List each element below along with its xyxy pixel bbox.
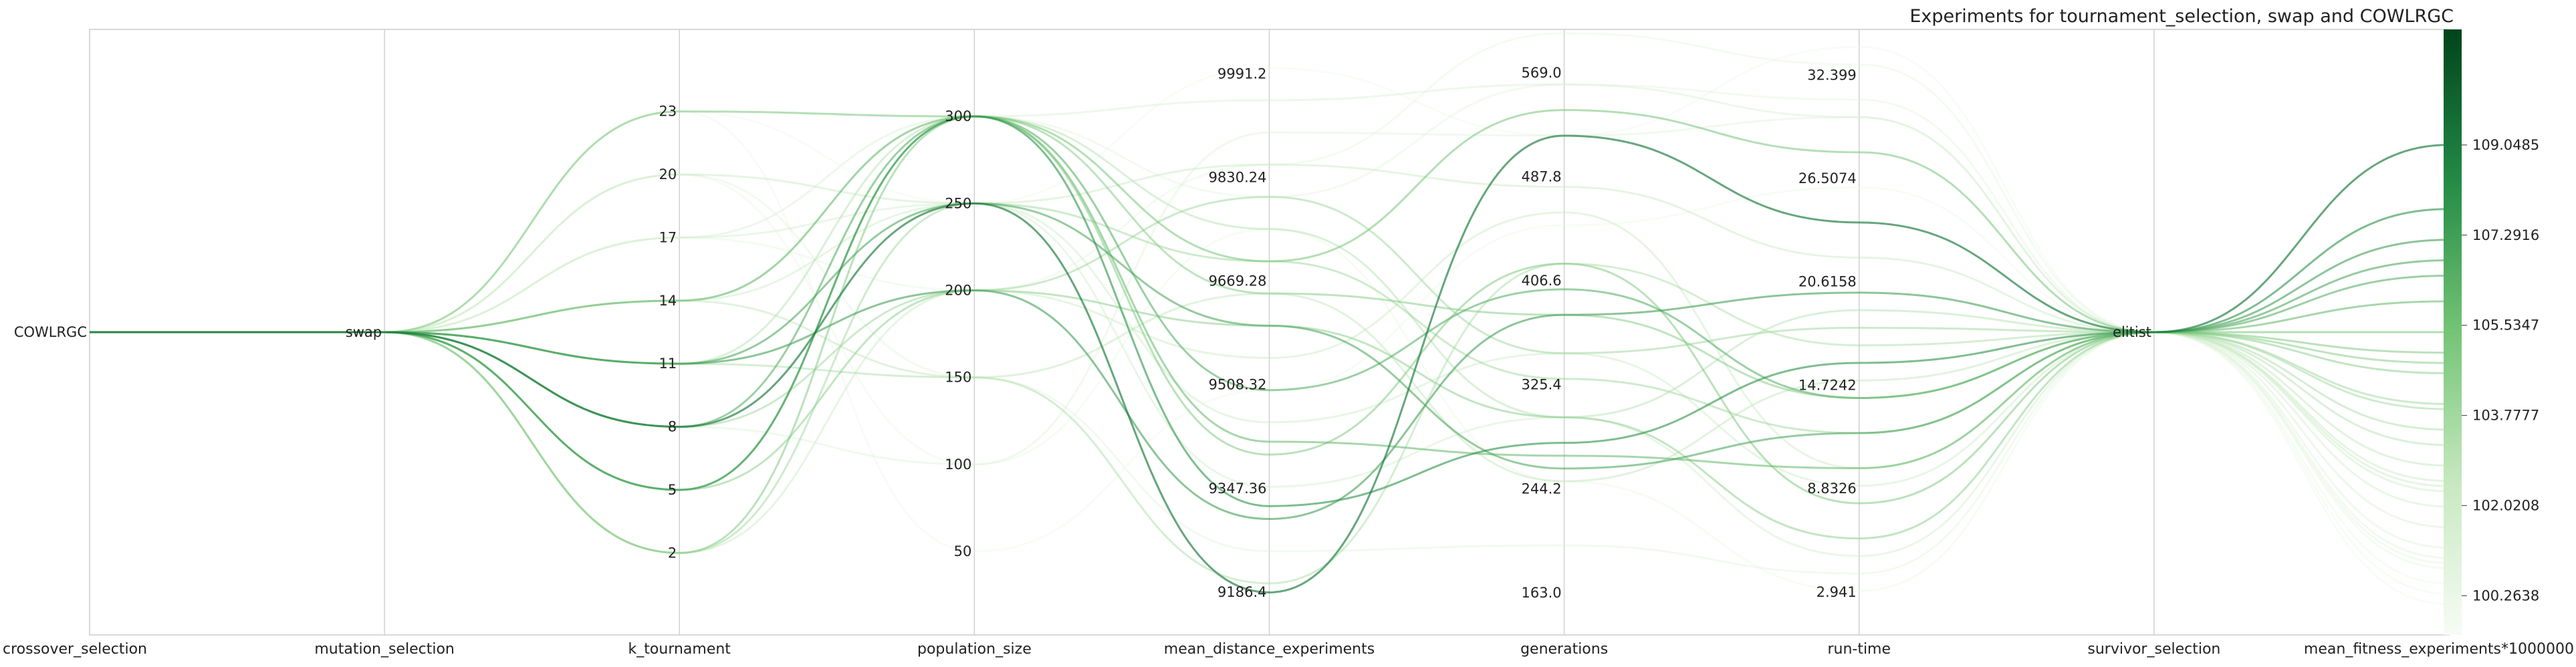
axis-title-mutation_selection: mutation_selection <box>314 641 455 658</box>
series-line-1 <box>90 115 2450 507</box>
axis-lines <box>384 29 2155 635</box>
tick-label-run-time-2: 20.6158 <box>1798 274 1857 290</box>
tick-label-population_size-4: 100 <box>945 456 971 473</box>
tick-label-run-time-1: 26.5074 <box>1798 170 1857 186</box>
colorbar-tick-label-0: 109.0485 <box>2472 137 2539 153</box>
tick-label-mean_distance_experiments-3: 9508.32 <box>1209 377 1267 393</box>
tick-label-generations-1: 487.8 <box>1522 169 1562 185</box>
colorbar-tick-label-1: 107.2916 <box>2472 227 2539 243</box>
colorbar-tick-label-4: 102.0208 <box>2472 497 2539 513</box>
tick-label-mean_distance_experiments-2: 9669.28 <box>1209 273 1267 289</box>
tick-label-run-time-5: 2.941 <box>1817 584 1857 600</box>
tick-label-run-time-0: 32.399 <box>1807 67 1856 83</box>
tick-label-mean_distance_experiments-4: 9347.36 <box>1209 481 1267 497</box>
axis-titles: crossover_selection mutation_selection k_t… <box>3 641 2574 658</box>
series-line-5 <box>90 115 2450 470</box>
series-line-12 <box>90 83 2450 529</box>
series-line-14 <box>90 173 2450 575</box>
colorbar-tick-label-5: 100.2638 <box>2472 587 2539 604</box>
tick-label-k_tournament-3: 14 <box>659 293 677 309</box>
series-lines <box>90 32 2450 606</box>
tick-label-generations-2: 406.6 <box>1522 273 1562 289</box>
colorbar <box>2444 29 2462 635</box>
series-line-4 <box>90 239 2450 521</box>
tick-label-population_size-1: 250 <box>945 195 971 211</box>
series-line-17 <box>90 32 2450 569</box>
axis-title-crossover_selection: crossover_selection <box>3 641 147 658</box>
tick-label-k_tournament-6: 5 <box>668 482 677 498</box>
axis-title-generations: generations <box>1520 641 1608 658</box>
tick-label-k_tournament-4: 11 <box>659 356 677 372</box>
colorbar-tick-label-2: 105.5347 <box>2472 317 2539 334</box>
tick-label-mutation_selection-0: swap <box>346 324 382 340</box>
tick-label-mean_distance_experiments-0: 9991.2 <box>1217 65 1266 82</box>
colorbar-tick-label-3: 103.7777 <box>2472 408 2539 424</box>
tick-label-population_size-3: 150 <box>945 370 971 386</box>
tick-label-population_size-5: 50 <box>954 543 972 559</box>
tick-label-generations-5: 163.0 <box>1522 585 1562 601</box>
tick-label-k_tournament-7: 2 <box>668 545 677 561</box>
tick-label-generations-4: 244.2 <box>1522 481 1562 497</box>
series-line-23 <box>90 173 2450 592</box>
tick-label-mean_distance_experiments-1: 9830.24 <box>1209 169 1267 185</box>
tick-label-run-time-4: 8.8326 <box>1807 481 1856 497</box>
tick-labels: COWLRGC swap 23 20 17 14 11 8 5 2 300 250 200 150 100 5… <box>14 65 2151 601</box>
axis-title-run-time: run-time <box>1827 641 1891 658</box>
series-line-21 <box>90 202 2450 557</box>
axis-title-mean_fitness_experiments*1000000: mean_fitness_experiments*1000000 <box>2304 641 2574 658</box>
series-line-6 <box>90 109 2449 334</box>
tick-label-k_tournament-1: 20 <box>659 166 677 182</box>
tick-label-population_size-2: 200 <box>945 283 971 299</box>
series-line-9 <box>90 115 2450 554</box>
chart-title: Experiments for tournament_selection, sw… <box>1909 6 2454 27</box>
axis-title-k_tournament: k_tournament <box>628 641 731 658</box>
tick-label-population_size-0: 300 <box>945 108 971 124</box>
series-line-2 <box>90 134 2450 593</box>
tick-label-k_tournament-5: 8 <box>668 419 677 435</box>
colorbar-ticks: 109.0485 107.2916 105.5347 103.7777 102.0208… <box>2462 137 2539 604</box>
tick-label-k_tournament-2: 17 <box>659 229 677 245</box>
axis-title-survivor_selection: survivor_selection <box>2087 641 2220 658</box>
tick-label-run-time-3: 14.7242 <box>1798 377 1857 393</box>
tick-label-survivor_selection-0: elitist <box>2113 324 2151 340</box>
tick-label-mean_distance_experiments-5: 9186.4 <box>1217 584 1266 600</box>
tick-label-generations-0: 569.0 <box>1522 65 1562 81</box>
tick-label-generations-3: 325.4 <box>1522 377 1562 393</box>
tick-label-k_tournament-0: 23 <box>659 104 677 120</box>
series-line-11 <box>90 163 2450 483</box>
axis-title-mean_distance_experiments: mean_distance_experiments <box>1164 641 1375 658</box>
tick-label-crossover_selection-0: COWLRGC <box>14 324 87 340</box>
axis-title-population_size: population_size <box>917 641 1032 658</box>
